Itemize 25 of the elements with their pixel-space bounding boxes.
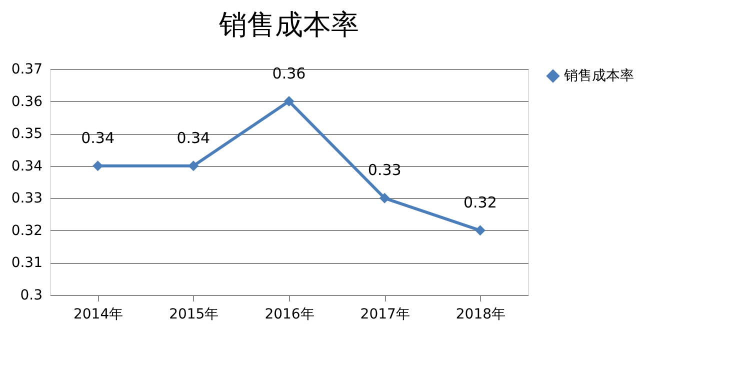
point: [474, 225, 486, 236]
y-tick-label: 0.33: [11, 190, 42, 207]
y-tick-label: 0.31: [11, 255, 42, 272]
point: [92, 160, 104, 172]
data-label: 0.34: [81, 128, 115, 147]
data-label: 0.36: [272, 64, 306, 82]
y-tick-label: 0.35: [11, 126, 42, 142]
point: [188, 160, 199, 172]
x-tick-label: 2017年: [360, 306, 410, 322]
y-tick-label: 0.3: [20, 288, 42, 304]
y-tick-label: 0.32: [11, 222, 42, 239]
y-tick-label: 0.37: [11, 62, 42, 78]
chart-title: 销售成本率: [218, 8, 359, 41]
data-label: 0.34: [176, 128, 210, 147]
data-label: 0.33: [368, 161, 402, 180]
point: [284, 96, 294, 107]
y-tick-label: 0.36: [11, 94, 43, 110]
x-tick-label: 2018年: [456, 306, 506, 322]
point: [379, 192, 390, 204]
y-tick-label: 0.34: [11, 158, 43, 174]
data-label: 0.32: [463, 193, 497, 212]
legend-label: 销售成本率: [563, 68, 634, 84]
x-tick-label: 2016年: [264, 306, 314, 322]
x-tick-label: 2014年: [73, 306, 124, 322]
x-tick-label: 2015年: [169, 306, 219, 322]
